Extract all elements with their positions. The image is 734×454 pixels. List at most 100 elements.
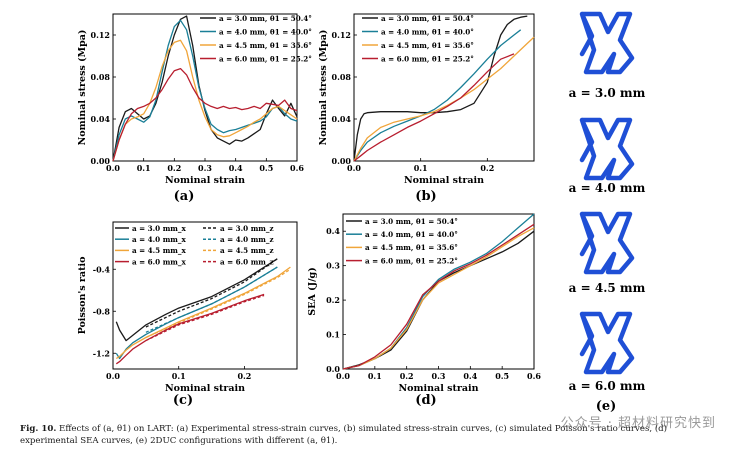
y-tick-label: 0.4 — [326, 226, 340, 236]
unit-cell-structure — [579, 117, 635, 181]
x-tick-label: 0.3 — [432, 371, 446, 381]
caption-text: Effects of (a, θ1) on LART: (a) Experime… — [20, 424, 668, 446]
series-line — [112, 39, 298, 162]
legend-label: a = 4.0 mm, θ1 = 40.0° — [365, 230, 458, 239]
legend-label: a = 3.0 mm_z — [220, 224, 274, 233]
structure-outline — [579, 117, 635, 181]
x-tick-label: 0.0 — [106, 163, 120, 173]
config-label: a = 4.5 mm — [569, 281, 646, 295]
legend-label: a = 4.5 mm_z — [220, 246, 274, 255]
config-label: a = 3.0 mm — [569, 86, 646, 100]
legend-label: a = 6.0 mm, θ1 = 25.2° — [219, 54, 312, 63]
x-tick-label: 0.5 — [495, 371, 509, 381]
y-tick-label: -0.4 — [93, 264, 111, 274]
series-line — [112, 19, 298, 162]
x-tick-label: 0.6 — [290, 163, 304, 173]
x-tick-label: 0.1 — [137, 163, 151, 173]
y-tick-label: 0.1 — [326, 330, 340, 340]
series-line — [112, 67, 298, 162]
chart-c: 0.0 0.1 0.2 -1.2 -0.8 -0.4 Nominal strain Poiss… — [77, 221, 298, 408]
x-tick-label: 0.1 — [368, 371, 382, 381]
y-tick-label: 0.08 — [91, 72, 111, 82]
legend-label: a = 4.0 mm, θ1 = 40.0° — [219, 27, 312, 36]
legend-label: a = 4.5 mm, θ1 = 35.6° — [219, 41, 312, 50]
panel-tag: (d) — [415, 393, 436, 408]
x-tick-label: 0.2 — [480, 163, 494, 173]
series-line — [353, 53, 515, 162]
x-tick-label: 0.6 — [527, 371, 541, 381]
series-line — [353, 15, 528, 162]
y-tick-label: 0.3 — [326, 261, 340, 271]
legend-label: a = 4.0 mm, θ1 = 40.0° — [381, 27, 474, 36]
x-axis-label: Nominal strain — [165, 383, 245, 394]
structure-outline — [579, 211, 635, 275]
x-tick-label: 0.5 — [259, 163, 273, 173]
y-axis-label: SEA (J/g) — [307, 267, 318, 315]
legend-label: a = 4.5 mm_x — [132, 246, 186, 255]
y-tick-label: -1.2 — [93, 348, 110, 358]
legend-label: a = 4.5 mm, θ1 = 35.6° — [381, 41, 474, 50]
series-line — [145, 258, 278, 328]
legend-label: a = 3.0 mm, θ1 = 50.4° — [219, 14, 312, 23]
legend-label: a = 6.0 mm_x — [132, 257, 186, 266]
series-line — [342, 223, 535, 370]
series-line — [145, 294, 265, 342]
config-label: a = 6.0 mm — [569, 379, 646, 393]
figure-canvas: 0.0 0.1 0.2 0.3 0.4 0.5 0.60.000.040.080.12Nom… — [77, 11, 646, 414]
chart-a: 0.0 0.1 0.2 0.3 0.4 0.5 0.60.000.040.080.12Nom… — [77, 13, 312, 204]
y-tick-label: 0.12 — [91, 30, 110, 40]
structure-outline — [579, 311, 635, 375]
legend-label: a = 4.0 mm_x — [132, 235, 186, 244]
y-tick-label: 0.04 — [91, 114, 111, 124]
y-tick-label: 0.00 — [91, 156, 111, 166]
x-axis-label: Nominal strain — [398, 383, 478, 394]
series-line — [145, 266, 278, 333]
y-tick-label: -0.8 — [93, 306, 111, 316]
figure-caption: Fig. 10. Effects of (a, θ1) on LART: (a)… — [20, 424, 724, 447]
x-tick-label: 0.2 — [237, 371, 251, 381]
unit-cell-structure — [579, 311, 635, 375]
x-tick-label: 0.4 — [229, 163, 243, 173]
x-tick-label: 0.0 — [336, 371, 350, 381]
chart-b: 0.0 0.1 0.2 0.00 0.04 0.08 0.12 Nominal strain N… — [318, 13, 535, 204]
y-tick-label: 0.04 — [332, 114, 352, 124]
unit-cell-structure — [579, 211, 635, 275]
x-tick-label: 0.0 — [347, 163, 361, 173]
unit-cell-structure — [579, 11, 635, 75]
x-tick-label: 0.2 — [167, 163, 181, 173]
panel-tag: (e) — [596, 399, 617, 414]
y-tick-label: 0.0 — [326, 364, 340, 374]
panel-tag: (b) — [415, 189, 436, 204]
x-tick-label: 0.1 — [172, 371, 186, 381]
x-tick-label: 0.0 — [106, 371, 120, 381]
x-tick-label: 0.2 — [400, 371, 414, 381]
x-tick-label: 0.4 — [463, 371, 477, 381]
legend-label: a = 6.0 mm, θ1 = 25.2° — [381, 54, 474, 63]
y-axis-label: Nominal stress (Mpa) — [318, 30, 329, 146]
plot-frame — [353, 13, 535, 162]
plot-frame — [112, 221, 298, 370]
legend-label: a = 3.0 mm_x — [132, 224, 186, 233]
structure-outline — [579, 11, 635, 75]
legend-label: a = 6.0 mm, θ1 = 25.2° — [365, 256, 458, 265]
series-line — [353, 36, 535, 162]
series-line — [115, 293, 265, 365]
y-tick-label: 0.12 — [332, 30, 351, 40]
series-line — [115, 258, 278, 342]
legend-label: a = 6.0 mm_z — [220, 257, 274, 266]
series-line — [112, 15, 298, 162]
y-tick-label: 0.08 — [332, 72, 352, 82]
legend-label: a = 3.0 mm, θ1 = 50.4° — [381, 14, 474, 23]
panel-tag: (a) — [174, 189, 195, 204]
y-axis-label: Poisson's ratio — [77, 257, 88, 335]
watermark: 公众号 · 超材料研究快到 — [560, 416, 716, 431]
y-tick-label: 0.2 — [326, 295, 340, 305]
legend-label: a = 3.0 mm, θ1 = 50.4° — [365, 217, 458, 226]
x-tick-label: 0.1 — [414, 163, 428, 173]
caption-label: Fig. 10. — [20, 424, 57, 434]
series-line — [145, 268, 291, 339]
series-line — [353, 29, 522, 162]
series-line — [342, 227, 535, 370]
config-label: a = 4.0 mm — [569, 181, 646, 195]
